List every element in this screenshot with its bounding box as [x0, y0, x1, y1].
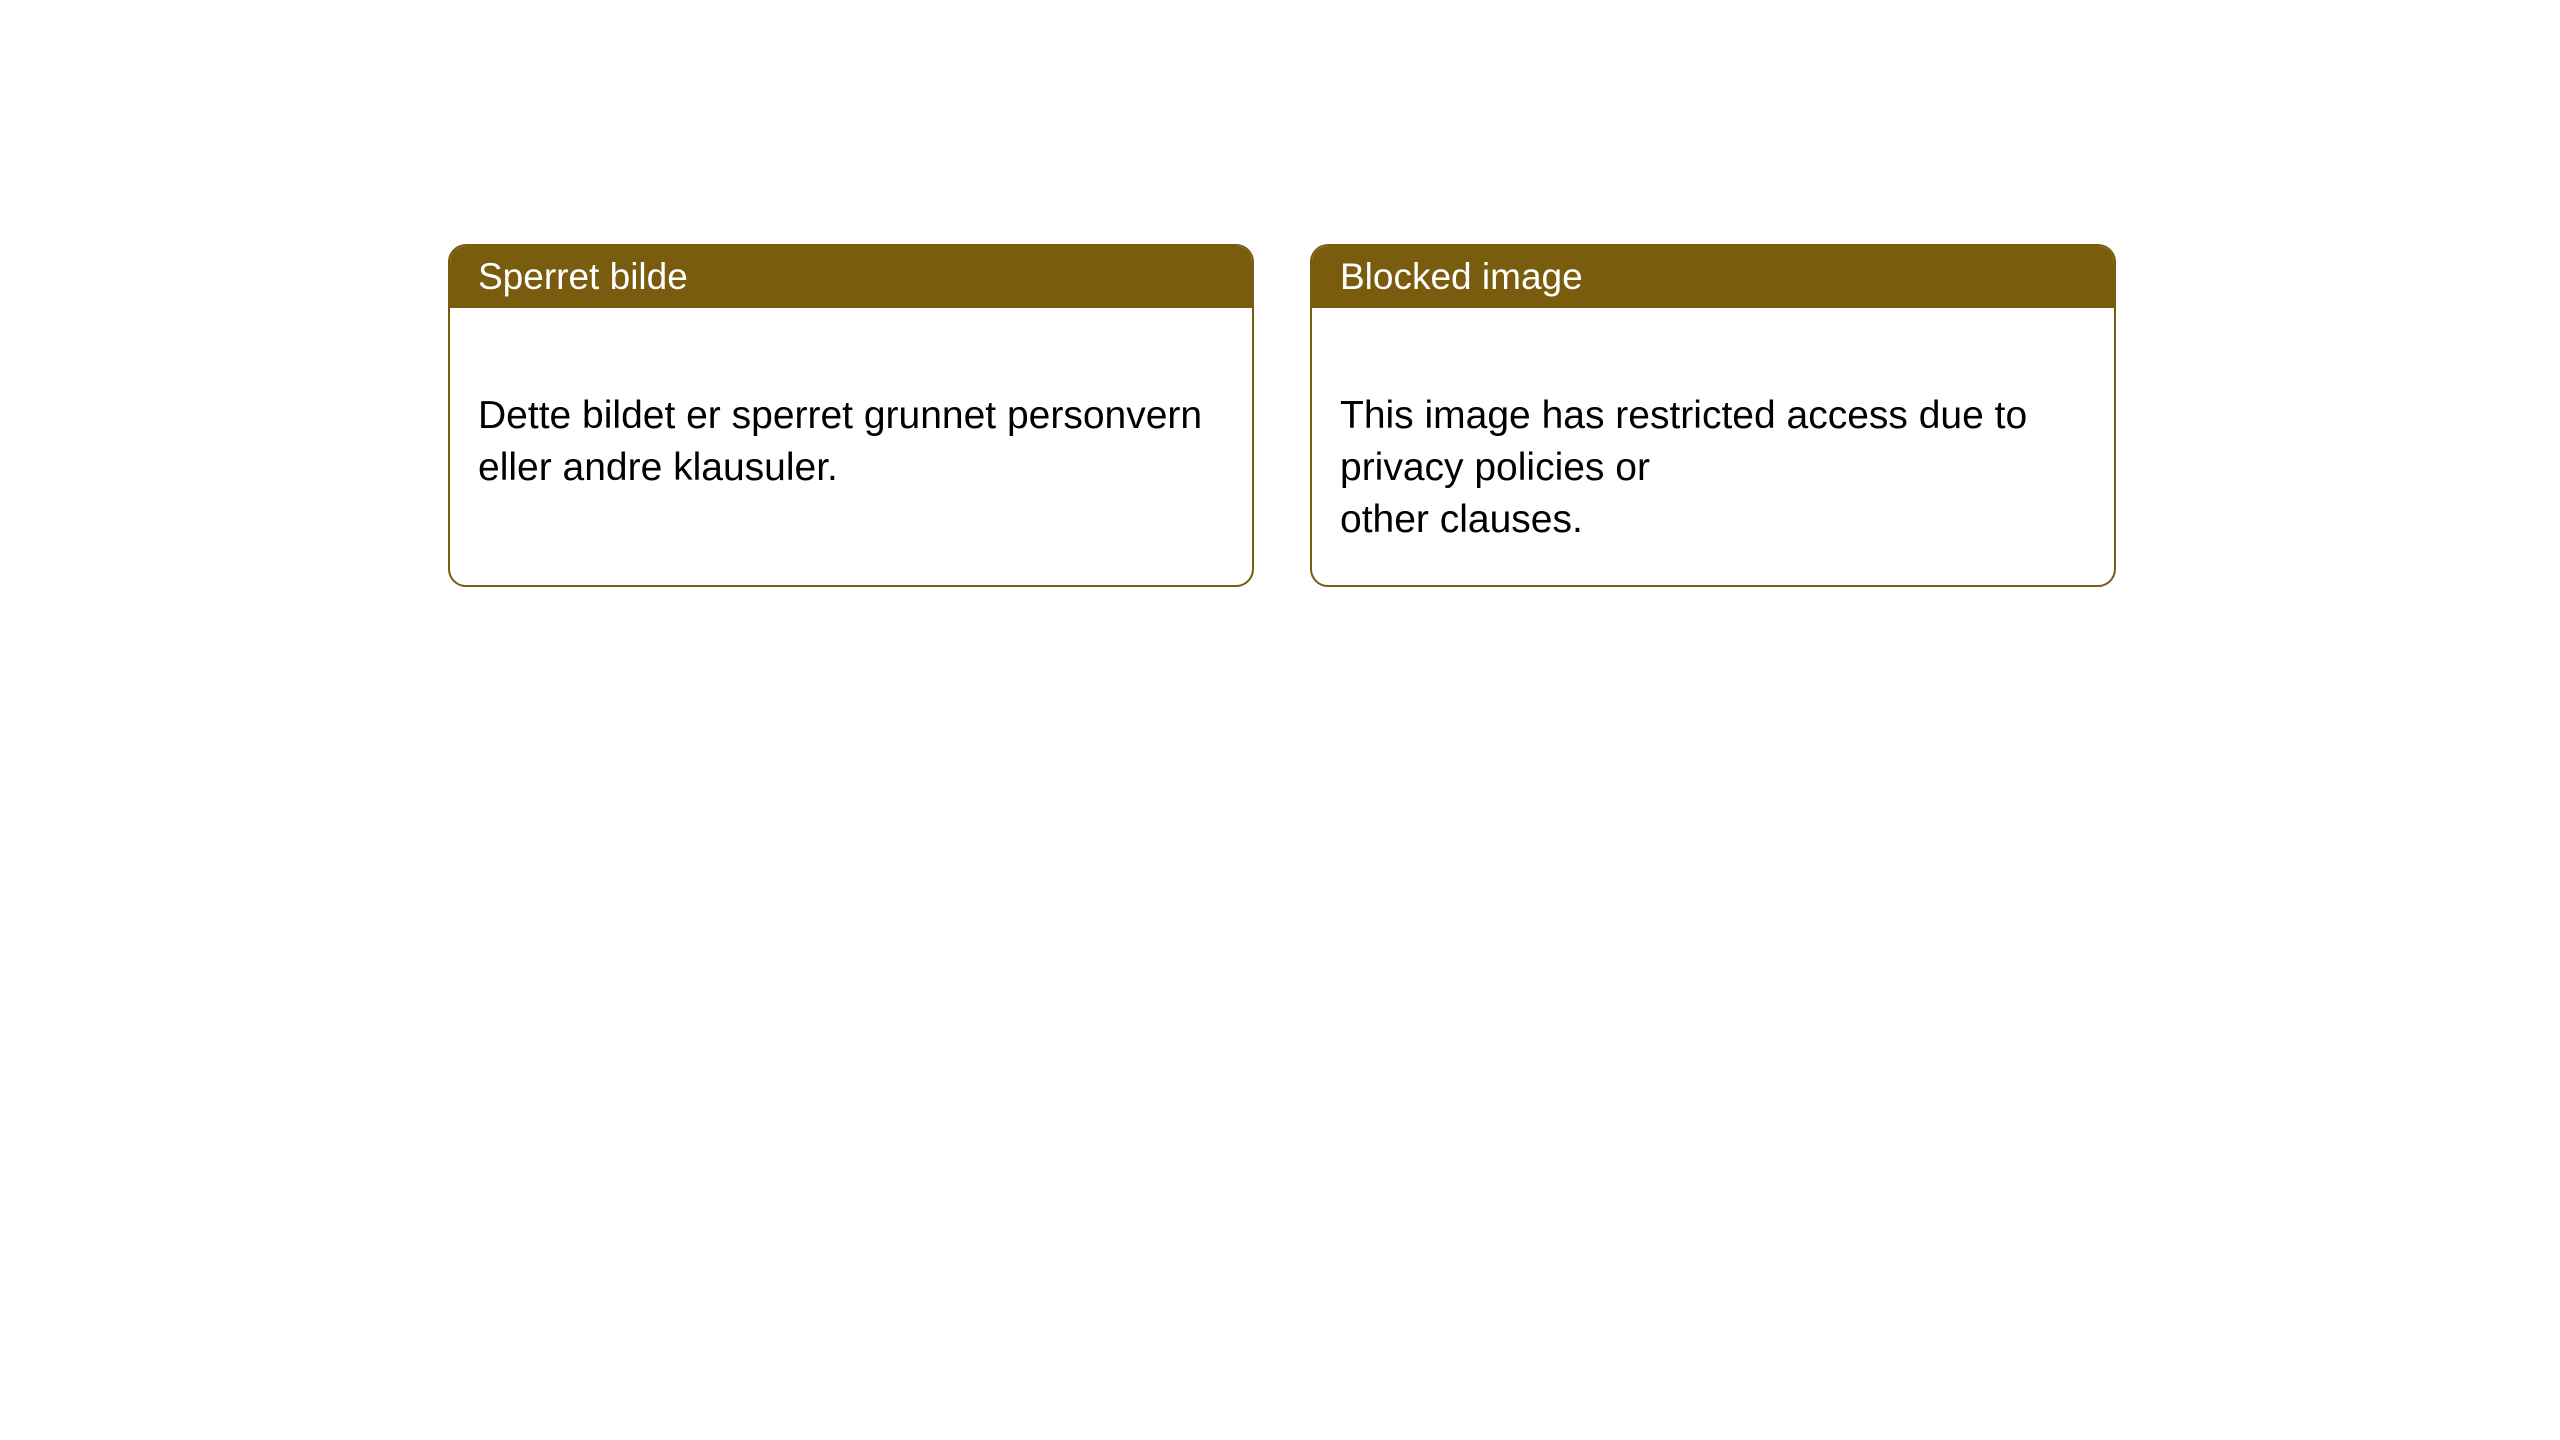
blocked-image-card-english: Blocked image This image has restricted …	[1310, 244, 2116, 587]
card-header: Sperret bilde	[450, 246, 1252, 308]
card-header-text: Blocked image	[1340, 256, 1583, 297]
card-body-text: Dette bildet er sperret grunnet personve…	[478, 394, 1202, 489]
blocked-image-card-norwegian: Sperret bilde Dette bildet er sperret gr…	[448, 244, 1254, 587]
card-header: Blocked image	[1312, 246, 2114, 308]
card-body: This image has restricted access due to …	[1312, 308, 2114, 585]
card-body: Dette bildet er sperret grunnet personve…	[450, 308, 1252, 578]
card-body-text: This image has restricted access due to …	[1340, 394, 2027, 541]
card-header-text: Sperret bilde	[478, 256, 688, 297]
card-container: Sperret bilde Dette bildet er sperret gr…	[0, 0, 2560, 587]
